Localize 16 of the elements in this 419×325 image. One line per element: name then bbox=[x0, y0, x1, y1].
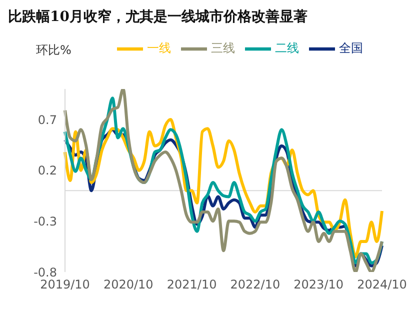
x-tick-label: 2019/10 bbox=[40, 278, 90, 292]
x-tick-label: 2023/10 bbox=[294, 278, 344, 292]
legend-label: 全国 bbox=[339, 41, 363, 56]
x-tick-label: 2021/10 bbox=[166, 278, 217, 292]
legend-label: 三线 bbox=[211, 41, 235, 56]
x-tick-label: 2024/10 bbox=[357, 278, 407, 292]
y-tick-label: 0.7 bbox=[38, 112, 57, 127]
y-tick-label: 0.2 bbox=[38, 164, 57, 178]
legend-label: 一线 bbox=[147, 41, 171, 56]
legend-label: 二线 bbox=[275, 41, 299, 56]
x-tick-label: 2022/10 bbox=[230, 278, 280, 292]
y-tick-label: -0.8 bbox=[34, 265, 57, 280]
chart-title: 比跌幅10月收窄，尤其是一线城市价格改善显著 bbox=[8, 8, 308, 27]
y-axis-title: 环比% bbox=[36, 42, 72, 59]
x-tick-label: 2020/10 bbox=[103, 278, 154, 292]
y-tick-label: -0.3 bbox=[34, 214, 57, 228]
